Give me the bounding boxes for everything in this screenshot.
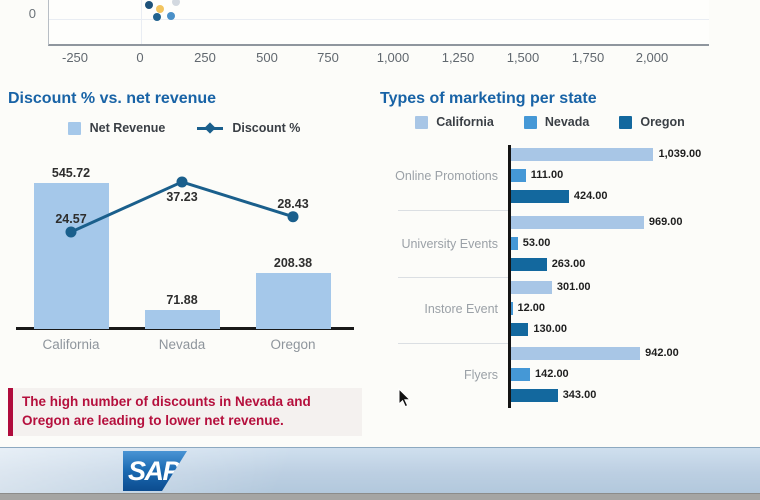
scatter-x-tick: 500 — [256, 50, 278, 65]
net-revenue-swatch[interactable] — [67, 121, 81, 135]
discount-line-point[interactable] — [287, 211, 299, 223]
marketing-value-label: 424.00 — [573, 190, 608, 202]
discount-plot-area: 545.72 71.88 208.38 California Nevada Oregon 2… — [8, 140, 360, 366]
marketing-bar[interactable] — [510, 190, 569, 203]
scatter-x-tick: 1,250 — [441, 50, 475, 65]
scatter-y-tick: 0 — [28, 6, 36, 21]
category-label: Oregon — [270, 337, 316, 352]
marketing-y-axis-line — [508, 145, 511, 408]
category-label: California — [42, 337, 100, 352]
sap-logo: SAP — [123, 451, 187, 491]
marketing-value-label: 1,039.00 — [658, 148, 702, 160]
marketing-bar[interactable] — [510, 347, 641, 360]
discount-legend-label[interactable]: Discount % — [232, 121, 301, 135]
scatter-x-tick: 2,000 — [635, 50, 669, 65]
net-revenue-legend-label[interactable]: Net Revenue — [89, 121, 166, 135]
net-revenue-value-label: 71.88 — [166, 292, 198, 307]
scatter-point[interactable] — [167, 12, 175, 20]
discount-value-label: 28.43 — [277, 196, 309, 211]
net-revenue-bar[interactable] — [144, 309, 220, 329]
nevada-swatch[interactable] — [523, 115, 537, 129]
marketing-bar[interactable] — [510, 148, 654, 161]
discount-value-label: 24.57 — [55, 211, 87, 226]
marketing-value-label: 301.00 — [556, 281, 591, 293]
scatter-chart: 0 -250 0 250 500 750 1,000 1,250 1,500 1,750 2,00… — [0, 0, 760, 70]
insight-callout-text: The high number of discounts in Nevada a… — [22, 394, 311, 428]
category-label: Nevada — [158, 337, 206, 352]
net-revenue-bar[interactable] — [255, 273, 331, 329]
sap-logo-text: SAP — [128, 456, 181, 486]
discount-line-series — [65, 176, 299, 238]
marketing-chart-title: Types of marketing per state — [380, 90, 597, 107]
scatter-x-tick: -250 — [61, 50, 89, 65]
marketing-value-label: 111.00 — [530, 169, 564, 181]
marketing-value-label: 343.00 — [562, 389, 597, 401]
discount-chart-title: Discount % vs. net revenue — [8, 90, 217, 107]
marketing-value-label: 12.00 — [517, 302, 546, 314]
marketing-value-label: 969.00 — [648, 216, 683, 228]
marketing-bar[interactable] — [510, 323, 529, 336]
net-revenue-value-label: 208.38 — [273, 256, 313, 271]
marketing-bar[interactable] — [510, 368, 531, 381]
discount-legend: Net Revenue Discount % — [8, 121, 360, 135]
scatter-point[interactable] — [156, 5, 164, 13]
marketing-value-label: 942.00 — [645, 347, 679, 359]
california-swatch[interactable] — [415, 115, 429, 129]
row-separator — [398, 277, 508, 278]
marketing-row-label: Flyers — [463, 368, 498, 382]
scatter-x-tick: 0 — [136, 50, 144, 65]
marketing-bar[interactable] — [510, 169, 526, 182]
marketing-bar[interactable] — [510, 389, 558, 402]
scatter-x-tick: 1,000 — [376, 50, 410, 65]
scatter-plot-area — [48, 0, 709, 46]
scatter-gridline-horizontal — [49, 19, 709, 20]
insight-callout: The high number of discounts in Nevada a… — [8, 388, 362, 437]
marketing-bar[interactable] — [510, 302, 513, 315]
oregon-swatch[interactable] — [619, 115, 633, 129]
scatter-x-tick: 250 — [194, 50, 216, 65]
scatter-point[interactable] — [145, 1, 153, 9]
marketing-bar[interactable] — [510, 281, 552, 294]
marketing-row-label: Online Promotions — [395, 169, 498, 183]
net-revenue-bar[interactable] — [33, 183, 109, 329]
marketing-value-label: 142.00 — [535, 368, 569, 380]
marketing-value-label: 263.00 — [551, 258, 586, 270]
scatter-point[interactable] — [153, 13, 161, 21]
california-legend-label[interactable]: California — [436, 115, 494, 129]
footer-bar: SAP — [0, 447, 760, 494]
marketing-value-label: 53.00 — [522, 237, 551, 249]
footer-bottom-strip — [0, 493, 760, 500]
row-separator — [398, 210, 508, 211]
scatter-gridline-vertical — [141, 0, 142, 44]
oregon-legend-label[interactable]: Oregon — [640, 115, 685, 129]
discount-value-label: 37.23 — [166, 189, 198, 204]
scatter-point[interactable] — [172, 0, 180, 6]
marketing-plot-area: Online Promotions 1,039.00 111.00 424.00 Uni… — [380, 140, 758, 425]
discount-line-marker-icon[interactable] — [197, 122, 224, 134]
discount-line-point[interactable] — [65, 226, 77, 238]
scatter-x-tick: 1,750 — [571, 50, 605, 65]
marketing-bar[interactable] — [510, 237, 518, 250]
marketing-value-label: 130.00 — [533, 323, 568, 335]
net-revenue-value-label: 545.72 — [51, 166, 91, 181]
marketing-legend: California Nevada Oregon — [390, 115, 710, 129]
row-separator — [398, 343, 508, 344]
discount-line-point[interactable] — [176, 176, 188, 188]
marketing-row-label: Instore Event — [424, 302, 498, 316]
marketing-row-label: University Events — [401, 237, 498, 251]
marketing-bar[interactable] — [510, 258, 547, 271]
marketing-bar[interactable] — [510, 216, 644, 229]
mouse-cursor-icon — [398, 388, 412, 408]
nevada-legend-label[interactable]: Nevada — [544, 115, 590, 129]
scatter-x-tick: 750 — [317, 50, 339, 65]
scatter-x-tick: 1,500 — [506, 50, 540, 65]
